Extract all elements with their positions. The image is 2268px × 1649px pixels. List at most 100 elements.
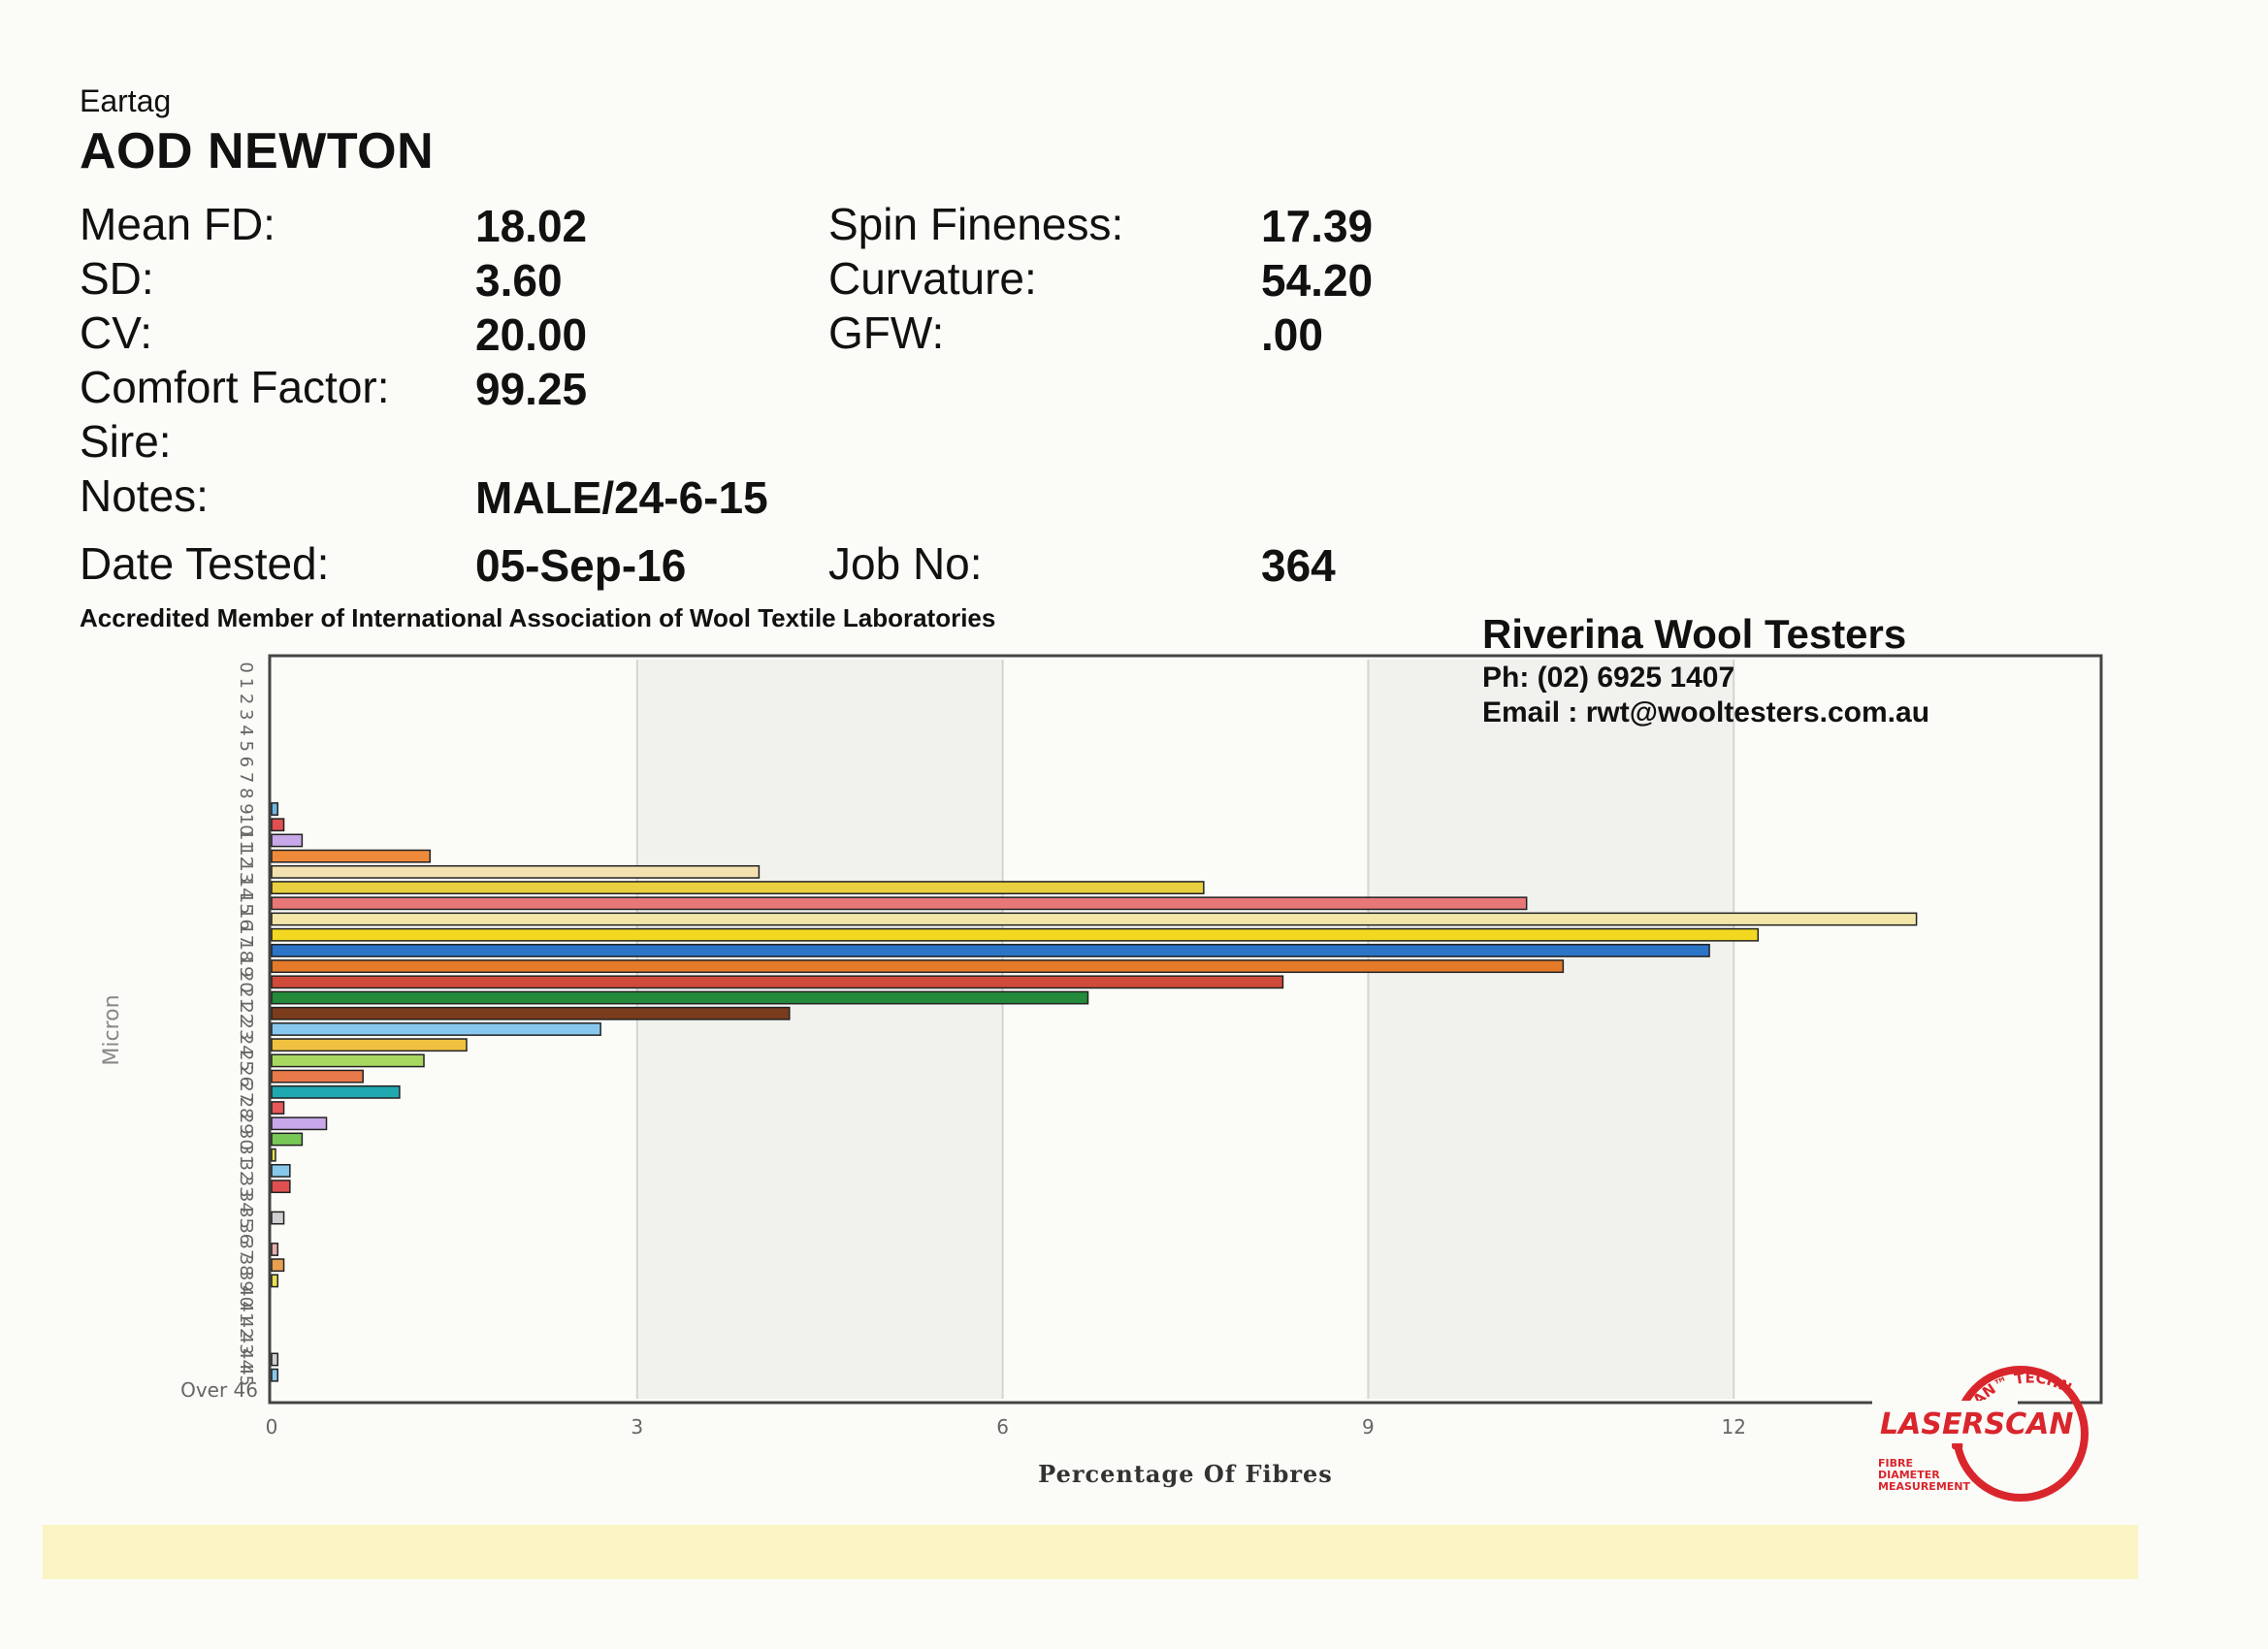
- bar-21: [271, 990, 1089, 1005]
- y-tick-40: 40: [236, 1285, 256, 1308]
- bar-11: [271, 833, 304, 848]
- accreditation-text: Accredited Member of International Assoc…: [80, 603, 996, 632]
- gfw-label: GFW:: [828, 307, 945, 358]
- y-tick-8: 8: [236, 788, 256, 798]
- plot-frame: [268, 654, 2103, 1405]
- bar-16: [271, 912, 1918, 926]
- bar-37: [271, 1243, 279, 1256]
- y-tick-15: 15: [236, 892, 256, 915]
- y-tick-34: 34: [236, 1191, 256, 1213]
- bar-17: [271, 927, 1760, 942]
- y-tick-10: 10: [236, 814, 256, 836]
- y-tick-4: 4: [236, 725, 256, 735]
- company-phone: Ph: (02) 6925 1407: [1482, 662, 1735, 694]
- y-tick-1: 1: [236, 678, 256, 689]
- grid-band: [636, 660, 1003, 1399]
- y-tick-32: 32: [236, 1159, 256, 1181]
- bar-24: [271, 1038, 468, 1052]
- y-tick-9: 9: [236, 803, 256, 814]
- bar-39: [271, 1274, 279, 1288]
- date-tested-value: 05-Sep-16: [475, 540, 687, 591]
- y-tick-2: 2: [236, 694, 256, 704]
- y-tick-18: 18: [236, 939, 256, 961]
- x-axis-label: Percentage Of Fibres: [1038, 1460, 1333, 1488]
- cv-label: CV:: [80, 307, 152, 358]
- bar-33: [271, 1180, 291, 1194]
- bar-22: [271, 1006, 791, 1020]
- y-tick-13: 13: [236, 860, 256, 883]
- y-tick-37: 37: [236, 1239, 256, 1261]
- y-tick-24: 24: [236, 1034, 256, 1056]
- bar-27: [271, 1084, 401, 1099]
- notes-value: MALE/24-6-15: [475, 472, 768, 523]
- spin-fineness-label: Spin Fineness:: [828, 199, 1124, 249]
- y-tick-30: 30: [236, 1128, 256, 1150]
- bar-31: [271, 1148, 276, 1162]
- y-tick-5: 5: [236, 740, 256, 751]
- notes-label: Notes:: [80, 470, 209, 521]
- y-tick-0: 0: [236, 662, 256, 672]
- bar-38: [271, 1258, 285, 1273]
- job-no-label: Job No:: [828, 538, 983, 589]
- eartag-value: AOD NEWTON: [80, 123, 435, 179]
- y-tick-31: 31: [236, 1144, 256, 1166]
- bar-30: [271, 1132, 304, 1147]
- y-tick-35: 35: [236, 1207, 256, 1229]
- curvature-label: Curvature:: [828, 253, 1037, 304]
- y-tick-16: 16: [236, 908, 256, 930]
- y-tick-33: 33: [236, 1176, 256, 1198]
- y-tick-20: 20: [236, 971, 256, 993]
- company-name: Riverina Wool Testers: [1482, 611, 1907, 657]
- y-tick-19: 19: [236, 955, 256, 978]
- y-tick-29: 29: [236, 1113, 256, 1135]
- y-tick-3: 3: [236, 709, 256, 720]
- bar-32: [271, 1164, 291, 1178]
- y-tick-27: 27: [236, 1081, 256, 1103]
- bar-9: [271, 802, 279, 816]
- y-tick-6: 6: [236, 757, 256, 767]
- y-tick-39: 39: [236, 1270, 256, 1292]
- y-tick-26: 26: [236, 1065, 256, 1087]
- bar-12: [271, 849, 432, 863]
- bar-20: [271, 975, 1284, 989]
- bar-14: [271, 881, 1205, 894]
- comfort-factor-label: Comfort Factor:: [80, 362, 390, 412]
- y-tick-42: 42: [236, 1317, 256, 1340]
- y-tick-25: 25: [236, 1050, 256, 1072]
- y-tick-23: 23: [236, 1018, 256, 1041]
- job-no-value: 364: [1261, 540, 1336, 591]
- y-tick-38: 38: [236, 1254, 256, 1277]
- x-tick-0: 0: [266, 1415, 278, 1439]
- spin-fineness-value: 17.39: [1261, 201, 1374, 251]
- y-tick-41: 41: [236, 1301, 256, 1323]
- y-tick-14: 14: [236, 877, 256, 899]
- bar-13: [271, 864, 761, 879]
- y-tick-28: 28: [236, 1097, 256, 1119]
- logo-subline-2: DIAMETER: [1878, 1469, 1940, 1481]
- sd-value: 3.60: [475, 255, 563, 306]
- bar-18: [271, 944, 1710, 957]
- bar-44: [271, 1352, 279, 1367]
- y-tick-36: 36: [236, 1222, 256, 1245]
- y-tick-45: 45: [236, 1364, 256, 1386]
- y-tick-22: 22: [236, 1002, 256, 1024]
- cv-value: 20.00: [475, 309, 588, 360]
- bar-10: [271, 818, 285, 832]
- logo-subline-3: MEASUREMENT: [1878, 1480, 1970, 1493]
- bar-19: [271, 959, 1565, 974]
- bar-29: [271, 1116, 328, 1131]
- x-tick-labels: 0 3 6 9 12: [266, 1415, 1746, 1439]
- chart-bars: [271, 802, 1918, 1382]
- mean-fd-label: Mean FD:: [80, 199, 275, 249]
- y-tick-17: 17: [236, 923, 256, 946]
- x-tick-9: 9: [1362, 1415, 1375, 1439]
- y-tick-11: 11: [236, 829, 256, 852]
- sd-label: SD:: [80, 253, 154, 304]
- x-tick-6: 6: [996, 1415, 1009, 1439]
- bar-23: [271, 1022, 601, 1036]
- grid-band: [1368, 660, 1734, 1399]
- curvature-value: 54.20: [1261, 255, 1374, 306]
- chart-grid: [635, 660, 1735, 1399]
- gfw-value: .00: [1261, 309, 1323, 360]
